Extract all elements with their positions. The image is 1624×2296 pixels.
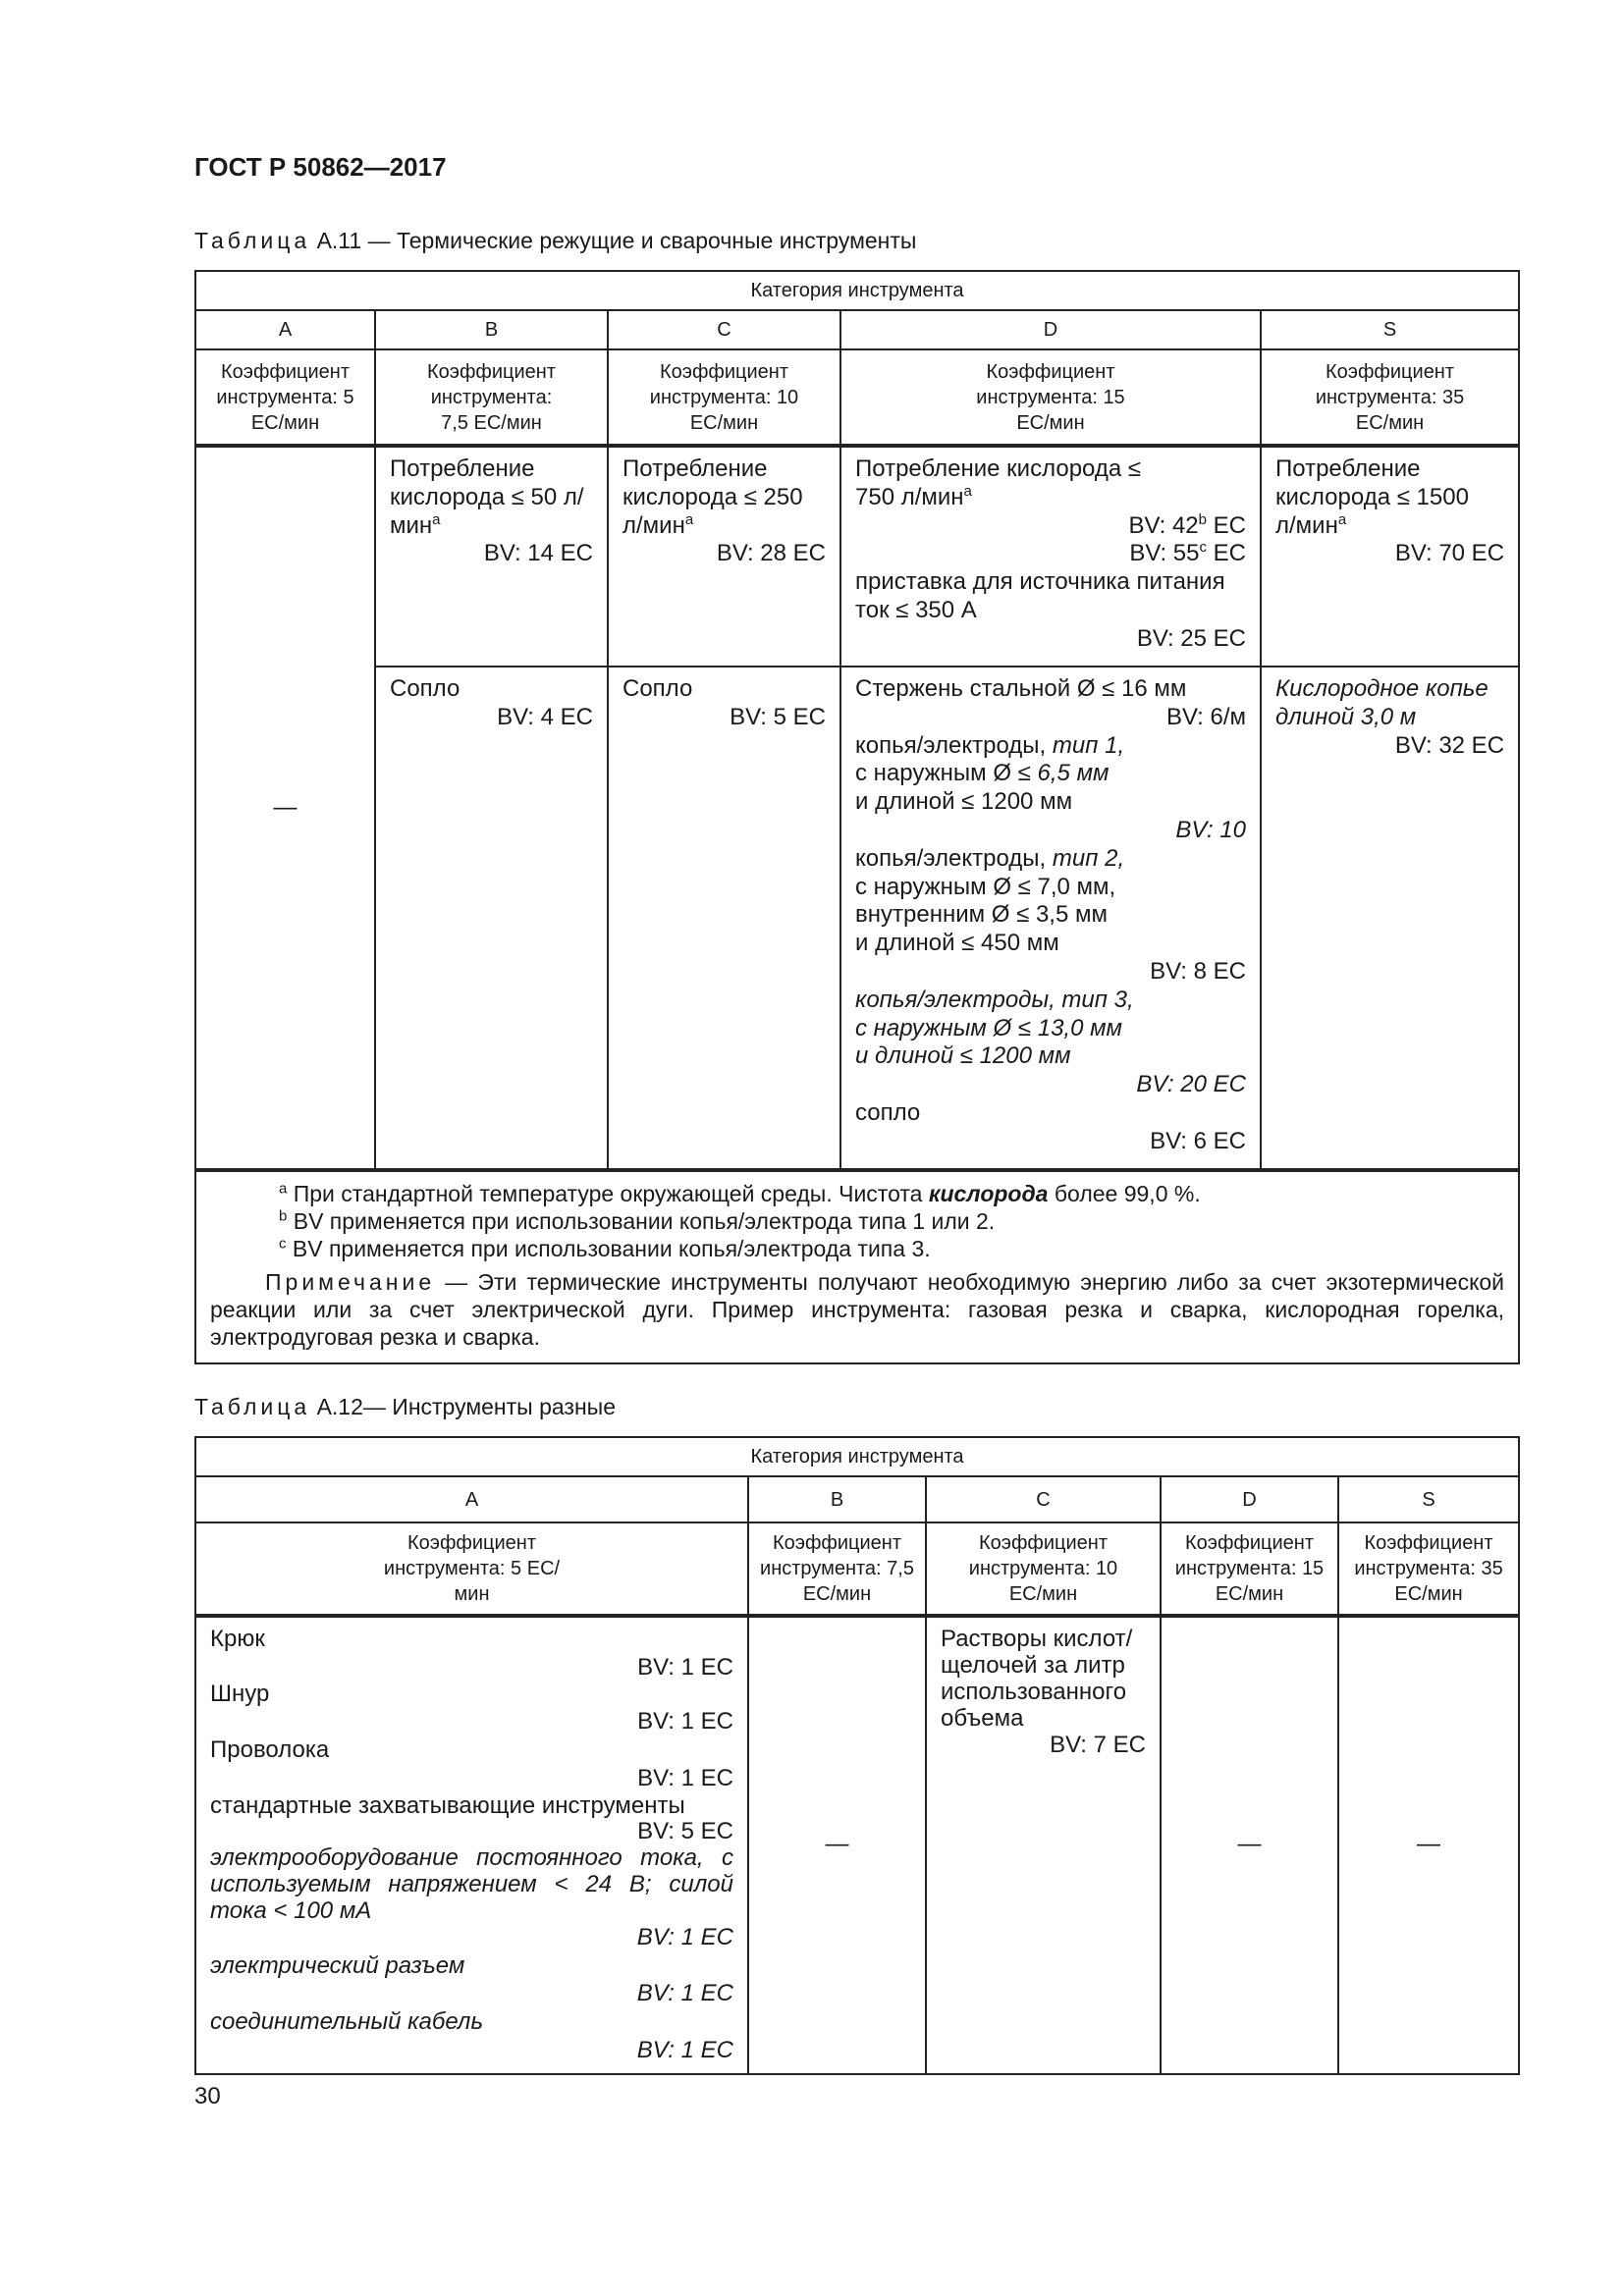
cell-s1: Потребление кислорода ≤ 1500 л/минa BV: 7… [1259, 444, 1521, 667]
coef-s: Коэффициент инструмента: 35 ЕС/мин [1336, 1522, 1521, 1617]
coef-a: Коэффициент инструмента: 5 ЕС/мин [194, 1522, 749, 1617]
cell-b2: Сопло BV: 4 EC [374, 666, 609, 1171]
list-item: стандартные захватывающие инструменты BV:… [210, 1791, 733, 1844]
column-s: S [1259, 309, 1521, 350]
coef-b: Коэффициент инструмента: 7,5 ЕС/мин [374, 348, 609, 447]
column-b: B [747, 1475, 927, 1523]
list-item: соединительный кабель BV: 1 EC [210, 2008, 733, 2063]
cell-d2: Стержень стальной Ø ≤ 16 мм BV: 6/м копья… [839, 666, 1262, 1171]
cell-c2: Сопло BV: 5 EC [607, 666, 841, 1171]
column-a: A [194, 309, 376, 350]
coef-s: Коэффициент инструмента: 35 ЕС/мин [1259, 348, 1521, 447]
cell-c: Растворы кислот/ щелочей за литр использ… [925, 1614, 1162, 2075]
table-a12-caption: Таблица А.12— Инструменты разные [194, 1394, 616, 1420]
coef-b: Коэффициент инструмента: 7,5 ЕС/мин [747, 1522, 927, 1617]
column-b: B [374, 309, 609, 350]
category-header: Категория инструмента [193, 1436, 1521, 1477]
column-a: A [194, 1475, 749, 1523]
coef-c: Коэффициент инструмента: 10 ЕС/мин [607, 348, 841, 447]
cell-a: — [194, 444, 376, 1171]
coef-d: Коэффициент инструмента: 15 ЕС/мин [1160, 1522, 1339, 1617]
cell-s2: Кислородное копье длиной 3,0 м BV: 32 EC [1259, 666, 1521, 1171]
cell-b1: Потребление кислорода ≤ 50 л/минa BV: 14 … [374, 444, 609, 667]
document-title: ГОСТ Р 50862—2017 [194, 152, 447, 182]
table-notes: a При стандартной температуре окружающей… [193, 1168, 1521, 1364]
list-item: электрический разъем BV: 1 EC [210, 1951, 733, 2007]
table-a12: Категория инструмента A B C D S Коэффици… [193, 1436, 1521, 2075]
caption-text: А.12— Инструменты разные [310, 1394, 616, 1419]
column-s: S [1336, 1475, 1521, 1523]
cell-b: — [747, 1614, 927, 2075]
list-item: Проволока BV: 1 EC [210, 1736, 733, 1791]
coef-c: Коэффициент инструмента: 10 ЕС/мин [925, 1522, 1162, 1617]
caption-prefix: Таблица [194, 228, 311, 253]
table-a11-caption: Таблица А.11 — Термические режущие и сва… [194, 228, 916, 254]
coef-a: Коэффициент инструмента: 5 ЕС/мин [194, 348, 376, 447]
coef-d: Коэффициент инструмента: 15 ЕС/мин [839, 348, 1262, 447]
list-item: Крюк BV: 1 EC [210, 1626, 733, 1681]
column-d: D [839, 309, 1262, 350]
list-item: электрооборудование постоянного тока, с … [210, 1843, 733, 1950]
page-number: 30 [194, 2083, 221, 2109]
cell-a: Крюк BV: 1 EC Шнур BV: 1 EC Проволока BV: 1… [194, 1614, 749, 2075]
list-item: Шнур BV: 1 EC [210, 1680, 733, 1735]
cell-d: — [1160, 1614, 1339, 2075]
column-d: D [1160, 1475, 1339, 1523]
cell-s: — [1336, 1614, 1521, 2075]
caption-prefix: Таблица [194, 1394, 311, 1419]
table-a11: Категория инструмента A B C D S Коэффици… [193, 270, 1521, 1364]
column-c: C [925, 1475, 1162, 1523]
cell-d1: Потребление кислорода ≤ 750 л/минa BV: 4… [839, 444, 1262, 667]
column-c: C [607, 309, 841, 350]
caption-text: А.11 — Термические режущие и сварочные и… [310, 228, 917, 253]
category-header: Категория инструмента [193, 270, 1521, 311]
cell-c1: Потребление кислорода ≤ 250 л/минa BV: 28… [607, 444, 841, 667]
